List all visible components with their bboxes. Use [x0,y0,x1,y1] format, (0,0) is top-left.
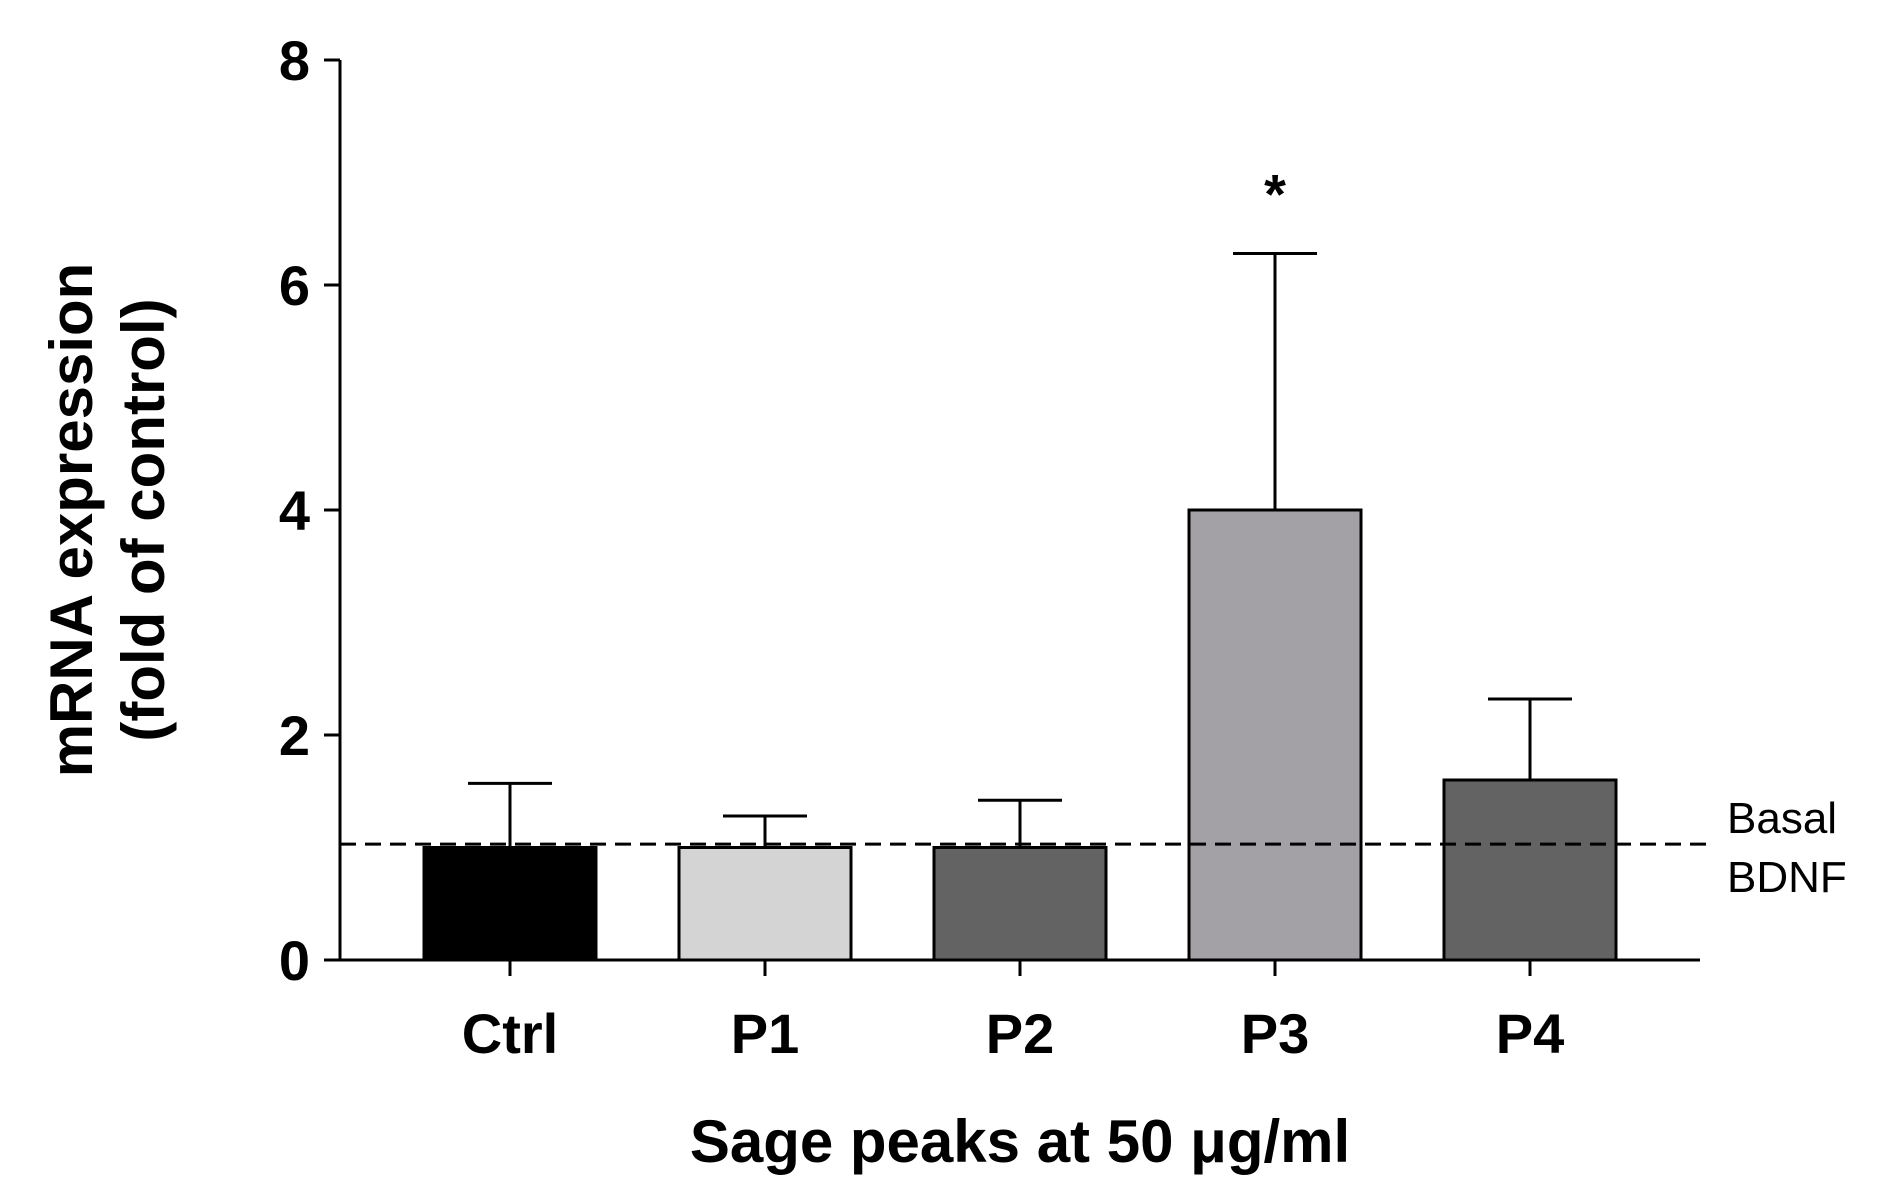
x-tick-label-p3: P3 [1241,1002,1310,1065]
bar-ctrl [422,846,598,962]
y-axis-title-line2: (fold of control) [110,298,177,741]
y-axis-title-group: mRNA expression (fold of control) [38,263,177,778]
annotations: * [1264,163,1286,226]
reference-label-line1: Basal [1727,794,1837,843]
y-tick-label: 4 [279,479,310,542]
y-axis-title-line1: mRNA expression [38,263,105,778]
y-tick-label: 6 [279,254,310,317]
y-tick-label: 0 [279,929,310,992]
significance-marker: * [1264,163,1286,226]
y-axis: 0 2 4 6 8 [279,29,342,992]
bar-p3 [1187,508,1363,962]
x-axis: Ctrl P1 P2 P3 P4 [340,958,1700,1065]
x-axis-title: Sage peaks at 50 μg/ml [690,1108,1350,1175]
bar-p1 [677,846,853,962]
error-bars [468,252,1572,848]
x-tick-label-ctrl: Ctrl [462,1002,558,1065]
y-tick-label: 8 [279,29,310,92]
x-tick-label-p2: P2 [986,1002,1055,1065]
bar-p2 [932,846,1108,962]
x-tick-label-p1: P1 [731,1002,800,1065]
bars [422,508,1618,962]
reference-label-line2: BDNF [1727,853,1847,902]
bar-p4 [1442,778,1618,962]
x-tick-label-p4: P4 [1496,1002,1565,1065]
y-tick-label: 2 [279,704,310,767]
